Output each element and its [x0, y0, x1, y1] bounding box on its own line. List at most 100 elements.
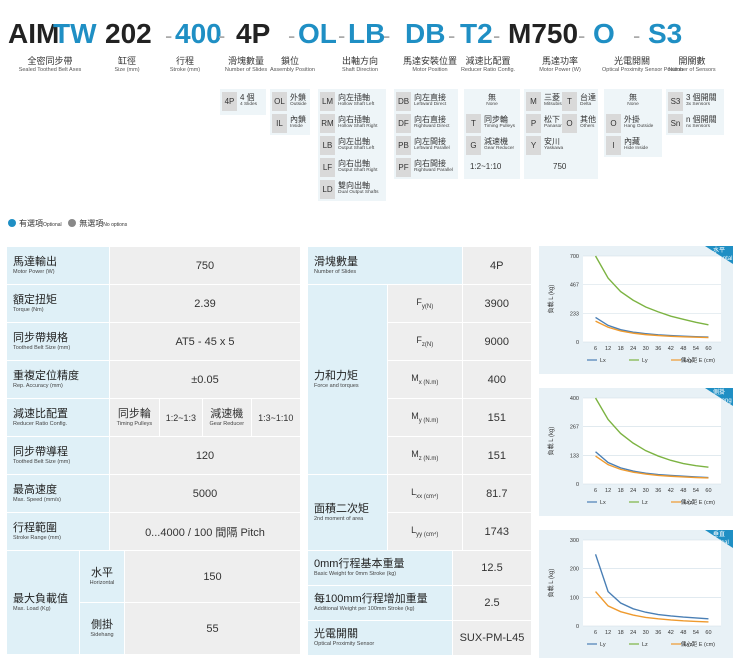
model-label-3: 滑塊數量 Number of Slides	[224, 56, 268, 73]
option-reducer-none: 無 None	[486, 93, 498, 107]
x-tick-label: 6	[594, 630, 597, 636]
x-tick-label: 24	[630, 346, 636, 352]
model-seg-10: LB	[348, 18, 386, 49]
model-seg-5: -	[218, 23, 226, 48]
model-seg-12: DB	[405, 18, 446, 49]
x-tick-label: 6	[594, 488, 597, 494]
chart-svg: 0 100 200 300 6 12 18 24 30 36 42 48 54 60 負載 L (kg) Ly…	[547, 538, 721, 648]
model-seg-20: S3	[648, 18, 683, 49]
x-tick-label: 12	[605, 488, 611, 494]
x-tick-label: 18	[618, 488, 624, 494]
x-tick-label: 24	[630, 630, 636, 636]
model-seg-11: -	[383, 23, 391, 48]
x-tick-label: 42	[668, 346, 674, 352]
x-tick-label: 30	[643, 346, 649, 352]
model-seg-14: T2	[460, 18, 493, 49]
x-tick-label: 60	[705, 346, 711, 352]
legend-label: Ly	[642, 358, 648, 364]
model-seg-7: -	[288, 23, 296, 48]
spec-table-left: 馬達輸出 Motor Power (W) 750 額定扭矩 Torque (Nm) …	[6, 246, 302, 551]
model-label-7: 減速比配置 Reducer Ratio Config.	[460, 56, 516, 73]
x-axis-label: 偏心距 E (cm)	[681, 356, 715, 364]
y-tick-label: 0	[576, 624, 579, 630]
legend-label: Lxy	[684, 358, 693, 364]
option-motorpos-pf: PF 向右間接 Rightward Parallel	[396, 158, 453, 177]
x-tick-label: 36	[655, 346, 661, 352]
row-motor-power: 馬達輸出 Motor Power (W) 750	[6, 246, 301, 285]
optional-dot-icon	[8, 219, 16, 227]
row-reducer: 減速比配置 Reducer Ratio Config. 同步輪 Timing Pul…	[6, 398, 302, 437]
option-sensors-s3: S3 3 個開關 3x Sensors	[668, 92, 717, 111]
option-shaft-lb: LB 向左出軸 Output Shaft Left	[320, 136, 374, 155]
x-tick-label: 54	[693, 346, 699, 352]
model-seg-0: AIM	[8, 18, 60, 49]
option-shaft-ld: LD 雙向出軸 Dual Output Shafts	[320, 180, 379, 199]
y-tick-label: 0	[576, 482, 579, 488]
y-tick-label: 0	[576, 340, 579, 346]
model-label-5: 出軸方向 Shaft Direction	[341, 56, 379, 73]
option-position-il: IL 內鎖 Inside	[272, 114, 306, 133]
option-motor-p: P 松下 Panasonic	[526, 114, 566, 133]
x-tick-label: 48	[680, 346, 686, 352]
model-seg-9: -	[338, 23, 346, 48]
legend-label: Lyz	[684, 642, 693, 648]
x-tick-label: 30	[643, 630, 649, 636]
x-tick-label: 60	[705, 630, 711, 636]
model-label-2: 行程 Stroke (mm)	[169, 56, 201, 73]
x-axis-label: 偏心距 E (cm)	[681, 498, 715, 506]
model-label-10: 開關數 Number of Sensors	[668, 56, 716, 73]
series-line-lyz	[595, 591, 709, 623]
option-motor-t: T 台達 Delta	[562, 92, 596, 111]
model-seg-19: -	[633, 23, 641, 48]
y-tick-label: 300	[570, 538, 579, 544]
x-tick-label: 30	[643, 488, 649, 494]
y-tick-label: 233	[570, 311, 579, 317]
option-sensorpos-i: I 內藏 Hide Inside	[606, 136, 648, 155]
y-tick-label: 100	[570, 595, 579, 601]
option-motorpos-db: DB 向左直接 Leftward Direct	[396, 92, 446, 111]
model-seg-8: OL	[298, 18, 337, 49]
x-tick-label: 36	[655, 488, 661, 494]
legend-label: Ly	[600, 642, 606, 648]
model-seg-3: -	[165, 23, 173, 48]
model-label-0: 全密同步帶 Sealed Toothed Belt Axes	[18, 56, 82, 73]
legend-label: Lz	[642, 642, 648, 648]
model-seg-4: 400	[175, 18, 222, 49]
load-chart-horizontal: 0 233 467 700 6 12 18 24 30 36 42 48 54 60 負載 L (kg) Lx…	[539, 246, 733, 374]
option-motor-y: Y 安川 Yaskawa	[526, 136, 563, 155]
legend: 有選項Optional 無選項No options	[8, 218, 127, 229]
spec-table-right: 滑塊數量 Number of Slides 4P 力和力矩 Force and to…	[307, 246, 533, 551]
x-tick-label: 48	[680, 630, 686, 636]
x-tick-label: 42	[668, 630, 674, 636]
model-seg-16: M750	[508, 18, 579, 49]
option-sensors-sn: Sn n 個開關 nx Sensors	[668, 114, 717, 133]
chart-svg: 0 233 467 700 6 12 18 24 30 36 42 48 54 60 負載 L (kg) Lx…	[547, 254, 721, 364]
row-belt: 同步帶規格 Toothed Belt Size (mm) AT5 - 45 x 5	[6, 322, 301, 361]
model-label-9: 光電開關 Optical Proximity Sensor Position	[602, 56, 684, 73]
x-tick-label: 6	[594, 346, 597, 352]
legend-label: Lz	[642, 500, 648, 506]
model-seg-17: -	[578, 23, 586, 48]
legend-optional: 有選項Optional	[19, 219, 62, 228]
y-tick-label: 467	[570, 283, 579, 289]
option-sensorpos-o: O 外掛 Hang Outside	[606, 114, 653, 133]
model-seg-18: O	[593, 18, 615, 49]
option-reducer-g: G 減速機 Gear Reducer	[466, 136, 514, 155]
load-chart-vertical: 0 100 200 300 6 12 18 24 30 36 42 48 54 60 負載 L (kg) Ly…	[539, 530, 733, 658]
row-speed: 最高速度 Max. Speed (mm/s) 5000	[6, 474, 301, 513]
model-seg-13: -	[448, 23, 456, 48]
chart-svg: 0 133 267 400 6 12 18 24 30 36 42 48 54 60 負載 L (kg) Lx…	[547, 396, 721, 506]
model-label-1: 缸徑 Size (mm)	[114, 56, 140, 73]
plot-area	[583, 256, 721, 342]
x-tick-label: 54	[693, 488, 699, 494]
row-stroke: 行程範圍 Stroke Range (mm) 0...4000 / 100 間隔 …	[6, 512, 301, 551]
model-label-4: 鎖位 Assembly Position	[270, 56, 315, 73]
load-chart-sidehang: 0 133 267 400 6 12 18 24 30 36 42 48 54 60 負載 L (kg) Lx…	[539, 388, 733, 516]
option-shaft-lf: LF 向右出軸 Output Shaft Right	[320, 158, 377, 177]
option-shaft-rm: RM 向右插軸 Hollow Shaft Right	[320, 114, 377, 133]
box-reducer	[464, 89, 520, 179]
option-reducer-t: T 同步輪 Timing Pulleys	[466, 114, 515, 133]
series-line-lz	[594, 397, 709, 468]
model-seg-2: 202	[105, 18, 152, 49]
